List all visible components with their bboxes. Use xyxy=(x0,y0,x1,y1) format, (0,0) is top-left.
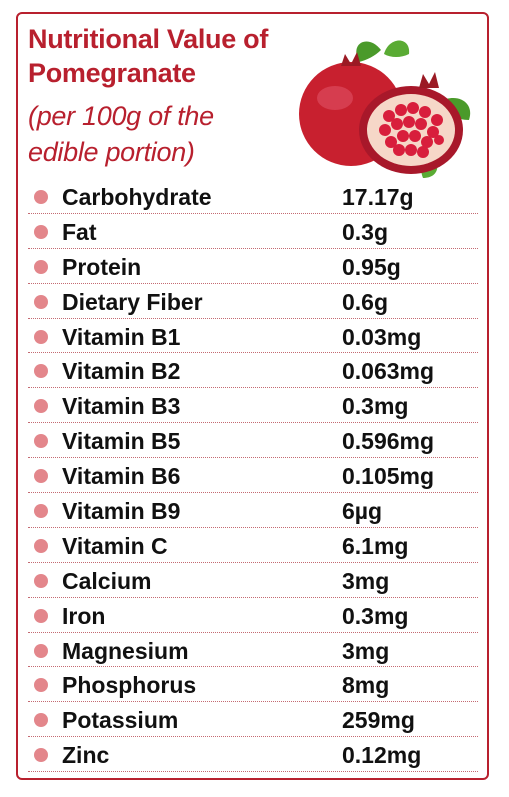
nutrient-row: Vitamin C 6.1mg xyxy=(28,528,478,563)
nutrient-name: Zinc xyxy=(62,742,110,769)
nutrient-row: Vitamin B3 0.3mg xyxy=(28,388,478,424)
bullet-icon xyxy=(34,434,48,449)
nutrient-name: Vitamin B1 xyxy=(62,323,181,350)
leaf-icon xyxy=(356,41,381,62)
nutrient-name: Dietary Fiber xyxy=(62,288,203,315)
nutrient-value: 259mg xyxy=(342,707,415,734)
bullet-icon xyxy=(34,399,48,414)
nutrient-name: Calcium xyxy=(62,567,152,594)
seeds xyxy=(379,102,444,158)
nutrient-value: 8mg xyxy=(342,672,390,699)
nutrient-name: Iron xyxy=(62,602,106,629)
nutrient-value: 0.12mg xyxy=(342,742,422,769)
nutrient-name: Protein xyxy=(62,253,142,280)
bullet-icon xyxy=(34,713,48,728)
bullet-icon xyxy=(34,678,48,693)
nutrient-name: Vitamin B2 xyxy=(62,358,181,385)
bullet-icon xyxy=(34,329,48,344)
nutrient-value: 0.3mg xyxy=(342,393,409,420)
nutrient-row: Magnesium 3mg xyxy=(28,633,478,668)
bullet-icon xyxy=(34,224,48,239)
nutrient-name: Vitamin B3 xyxy=(62,393,181,420)
bullet-icon xyxy=(34,190,48,204)
nutrient-value: 0.03mg xyxy=(342,323,422,350)
nutrient-value: 6µg xyxy=(342,498,383,525)
bullet-icon xyxy=(34,573,48,588)
nutrition-card: Nutritional Value of Pomegranate (per 10… xyxy=(16,12,489,780)
nutrient-name: Carbohydrate xyxy=(62,184,212,210)
bullet-icon xyxy=(34,259,48,274)
bullet-icon xyxy=(34,748,48,763)
nutrient-row: Calcium 3mg xyxy=(28,563,478,598)
nutrient-name: Fat xyxy=(62,218,97,245)
pomegranate-illustration xyxy=(299,40,471,178)
nutrient-row: Potassium 259mg xyxy=(28,702,478,738)
nutrient-name: Magnesium xyxy=(62,637,189,664)
page-subtitle: (per 100g of the edible portion) xyxy=(28,101,214,167)
nutrient-row: Vitamin B2 0.063mg xyxy=(28,353,478,389)
bullet-icon xyxy=(34,469,48,484)
nutrient-row: Phosphorus 8mg xyxy=(28,667,478,703)
nutrient-row: Iron 0.3mg xyxy=(28,598,478,633)
nutrient-list: Carbohydrate 17.17g Fat 0.3g Protein 0.95g … xyxy=(28,179,478,773)
nutrient-name: Potassium xyxy=(62,707,179,734)
nutrient-value: 0.3g xyxy=(342,218,389,245)
bullet-icon xyxy=(34,504,48,519)
nutrient-row: Vitamin B1 0.03mg xyxy=(28,319,478,354)
nutrient-name: Vitamin B6 xyxy=(62,463,181,490)
nutrient-row: Protein 0.95g xyxy=(28,249,478,284)
nutrient-value: 3mg xyxy=(342,567,390,594)
nutrient-value: 0.596mg xyxy=(342,428,435,455)
nutrient-value: 0.3mg xyxy=(342,602,409,629)
nutrient-row: Fat 0.3g xyxy=(28,214,478,249)
nutrient-value: 0.6g xyxy=(342,288,389,315)
nutrient-row: Vitamin B5 0.596mg xyxy=(28,423,478,459)
nutrient-name: Phosphorus xyxy=(62,672,197,699)
bullet-icon xyxy=(34,643,48,658)
nutrient-value: 6.1mg xyxy=(342,532,409,559)
page-title: Nutritional Value of Pomegranate xyxy=(28,24,269,88)
cut-fruit-crown xyxy=(419,72,439,88)
bullet-icon xyxy=(34,538,48,553)
nutrient-value: 0.063mg xyxy=(342,358,435,385)
nutrient-name: Vitamin C xyxy=(62,532,168,559)
bullet-icon xyxy=(34,608,48,623)
nutrient-value: 0.105mg xyxy=(342,463,435,490)
nutrient-value: 3mg xyxy=(342,637,390,664)
nutrient-name: Vitamin B9 xyxy=(62,498,181,525)
nutrient-row: Vitamin B6 0.105mg xyxy=(28,458,478,494)
nutrient-row: Carbohydrate 17.17g xyxy=(28,179,478,214)
nutrient-row: Zinc 0.12mg xyxy=(28,737,478,773)
nutrient-value: 17.17g xyxy=(342,184,414,210)
nutrient-name: Vitamin B5 xyxy=(62,428,181,455)
bullet-icon xyxy=(34,294,48,309)
nutrient-row: Dietary Fiber 0.6g xyxy=(28,284,478,319)
leaf-icon xyxy=(384,40,410,57)
nutrient-value: 0.95g xyxy=(342,253,401,280)
fruit-crown xyxy=(341,52,361,66)
nutrient-row: Vitamin B9 6µg xyxy=(28,493,478,528)
bullet-icon xyxy=(34,364,48,379)
